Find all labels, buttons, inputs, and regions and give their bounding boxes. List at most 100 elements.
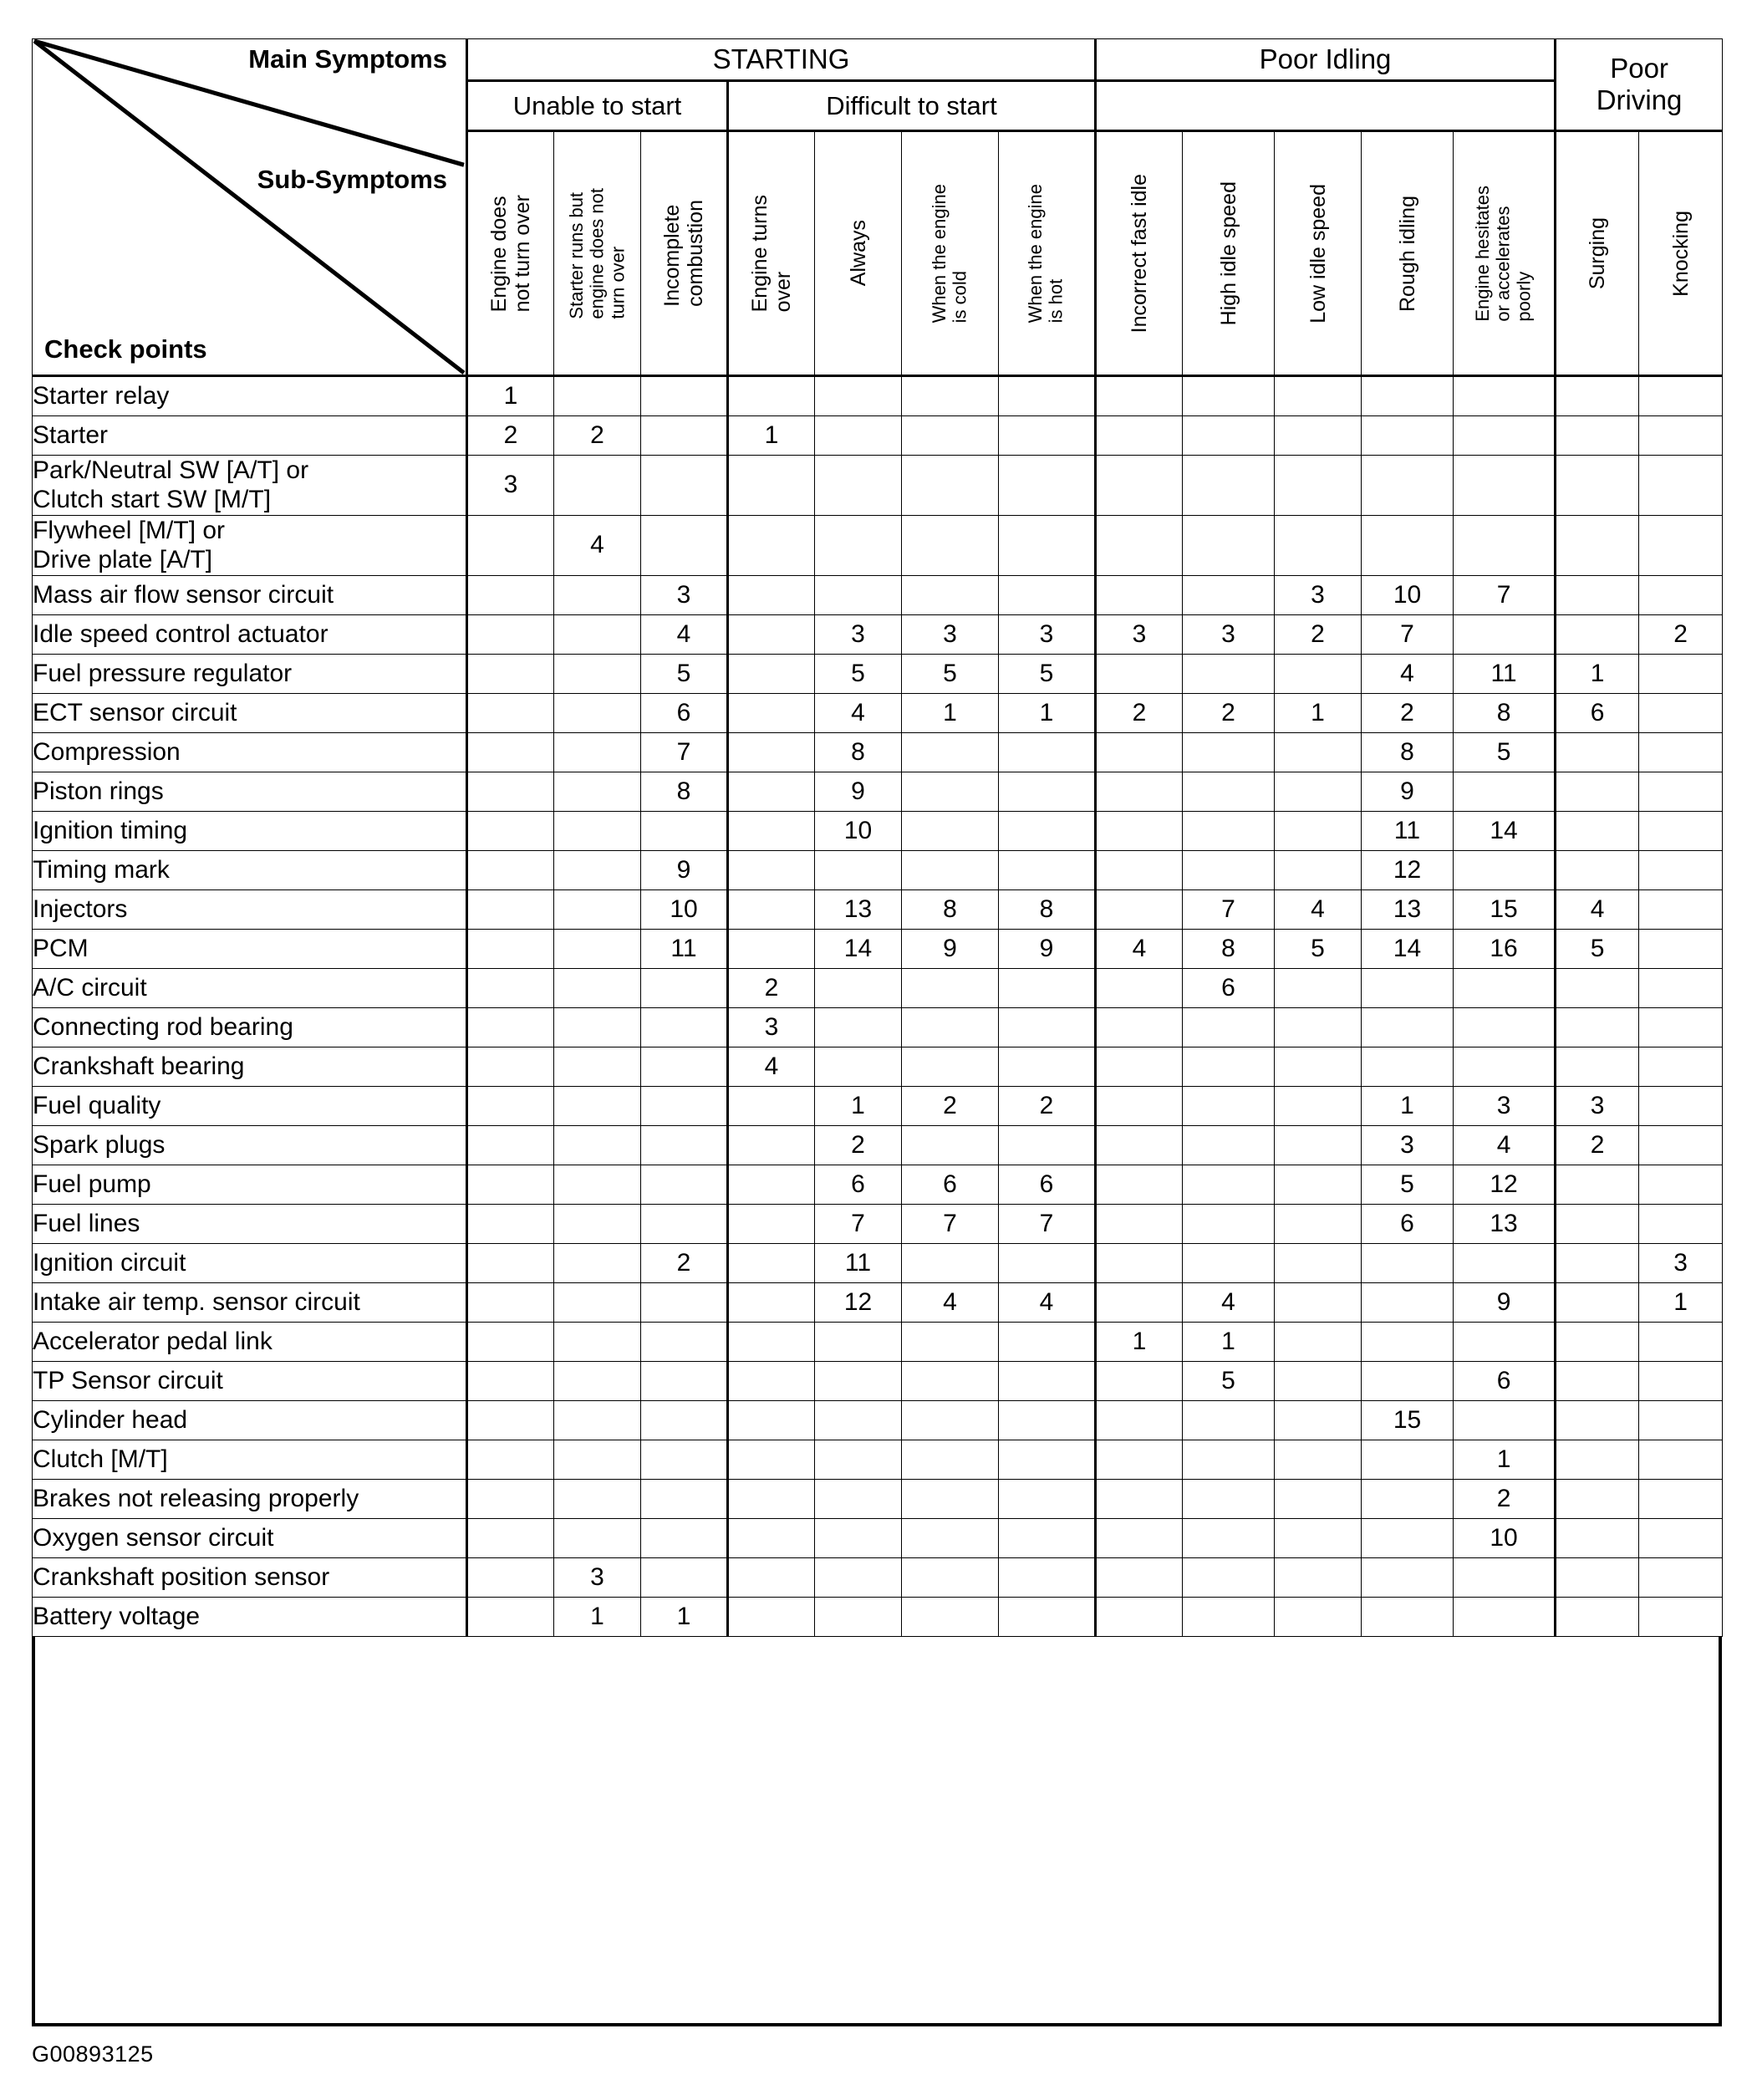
- matrix-cell: [466, 967, 554, 1008]
- table-row: Crankshaft bearing 4: [32, 1046, 1724, 1087]
- matrix-cell: [1554, 1242, 1640, 1283]
- symptom-checkpoint-matrix: Main Symptoms Sub-Symptoms Check points …: [32, 38, 1724, 1637]
- matrix-cell: [726, 771, 815, 812]
- col-header-engine-does-not-turn-over: Engine does not turn over: [466, 130, 554, 377]
- matrix-cell: [998, 1046, 1096, 1087]
- matrix-cell: [726, 1557, 815, 1598]
- figure-code: G00893125: [32, 2041, 154, 2067]
- matrix-cell: [553, 1085, 641, 1126]
- matrix-cell: [1638, 731, 1724, 772]
- matrix-cell: [814, 1360, 902, 1401]
- matrix-cell: [553, 1321, 641, 1362]
- matrix-cell: [1182, 375, 1275, 416]
- matrix-cell: 1: [1638, 1282, 1724, 1323]
- matrix-cell: [1638, 1439, 1724, 1480]
- matrix-cell: 16: [1452, 928, 1556, 969]
- table-row: Timing mark 9 12: [32, 849, 1724, 890]
- matrix-cell: [640, 1124, 728, 1165]
- matrix-cell: 1: [901, 692, 999, 733]
- row-label: TP Sensor circuit: [32, 1360, 468, 1401]
- matrix-cell: [998, 731, 1096, 772]
- matrix-cell: [1274, 1282, 1362, 1323]
- table-row: Battery voltage 1 1: [32, 1596, 1724, 1637]
- row-label: Mass air flow sensor circuit: [32, 574, 468, 615]
- matrix-cell: [640, 1164, 728, 1205]
- matrix-cell: [726, 1596, 815, 1637]
- matrix-cell: [726, 1399, 815, 1440]
- matrix-cell: [640, 1085, 728, 1126]
- matrix-cell: 8: [1182, 928, 1275, 969]
- matrix-cell: [1094, 771, 1183, 812]
- matrix-cell: [1452, 1596, 1556, 1637]
- table-row: Starter 2 2 1: [32, 415, 1724, 456]
- table-row: Fuel quality 1 2 2 1 3 3: [32, 1085, 1724, 1126]
- row-label: Fuel pump: [32, 1164, 468, 1205]
- row-label: Injectors: [32, 889, 468, 930]
- matrix-cell: [640, 1321, 728, 1362]
- matrix-cell: [640, 514, 728, 576]
- matrix-cell: [553, 1282, 641, 1323]
- matrix-cell: [1274, 455, 1362, 516]
- matrix-cell: 6: [1554, 692, 1640, 733]
- matrix-cell: [1094, 1164, 1183, 1205]
- matrix-cell: [553, 614, 641, 655]
- matrix-cell: [553, 1203, 641, 1244]
- matrix-cell: [466, 1399, 554, 1440]
- matrix-cell: [1182, 771, 1275, 812]
- matrix-cell: [1554, 849, 1640, 890]
- col-header-engine-turns-over: Engine turns over: [726, 130, 815, 377]
- matrix-cell: 2: [1274, 614, 1362, 655]
- matrix-cell: 4: [998, 1282, 1096, 1323]
- matrix-cell: [1452, 375, 1556, 416]
- matrix-cell: [1182, 1517, 1275, 1558]
- matrix-cell: [1182, 415, 1275, 456]
- matrix-cell: [1554, 574, 1640, 615]
- table-row: Flywheel [M/T] or Drive plate [A/T] 4: [32, 514, 1724, 576]
- matrix-cell: [553, 810, 641, 851]
- matrix-cell: [466, 849, 554, 890]
- header-row-columns: Engine does not turn over Starter runs b…: [33, 130, 1724, 377]
- matrix-cell: [901, 1360, 999, 1401]
- matrix-cell: [814, 1321, 902, 1362]
- matrix-cell: [1182, 514, 1275, 576]
- matrix-cell: [553, 771, 641, 812]
- matrix-cell: [466, 692, 554, 733]
- matrix-cell: 9: [901, 928, 999, 969]
- matrix-cell: [726, 574, 815, 615]
- matrix-cell: [1361, 1439, 1454, 1480]
- table-row: Piston rings 8 9 9: [32, 771, 1724, 812]
- matrix-cell: 2: [1094, 692, 1183, 733]
- matrix-cell: 13: [1361, 889, 1454, 930]
- matrix-cell: 2: [901, 1085, 999, 1126]
- matrix-cell: [553, 1164, 641, 1205]
- matrix-cell: [1094, 1399, 1183, 1440]
- row-label: ECT sensor circuit: [32, 692, 468, 733]
- matrix-cell: [726, 1085, 815, 1126]
- matrix-cell: [1452, 514, 1556, 576]
- matrix-cell: 1: [1182, 1321, 1275, 1362]
- row-label: Fuel quality: [32, 1085, 468, 1126]
- row-label: Spark plugs: [32, 1124, 468, 1165]
- matrix-cell: [1274, 1085, 1362, 1126]
- matrix-cell: 4: [1274, 889, 1362, 930]
- matrix-cell: [901, 1046, 999, 1087]
- matrix-cell: [1274, 1203, 1362, 1244]
- col-header-when-engine-is-cold: When the engine is cold: [901, 130, 999, 377]
- matrix-cell: [553, 731, 641, 772]
- matrix-cell: [553, 375, 641, 416]
- matrix-cell: 2: [814, 1124, 902, 1165]
- matrix-cell: 11: [814, 1242, 902, 1283]
- matrix-cell: [1182, 1124, 1275, 1165]
- matrix-cell: 7: [1452, 574, 1556, 615]
- matrix-cell: 9: [640, 849, 728, 890]
- matrix-cell: [814, 514, 902, 576]
- matrix-cell: [1638, 849, 1724, 890]
- matrix-cell: [1452, 1399, 1556, 1440]
- matrix-cell: [726, 455, 815, 516]
- matrix-cell: [640, 967, 728, 1008]
- matrix-cell: [901, 810, 999, 851]
- matrix-cell: [1274, 1007, 1362, 1047]
- matrix-cell: [1182, 653, 1275, 694]
- row-label: Timing mark: [32, 849, 468, 890]
- matrix-cell: [1182, 1085, 1275, 1126]
